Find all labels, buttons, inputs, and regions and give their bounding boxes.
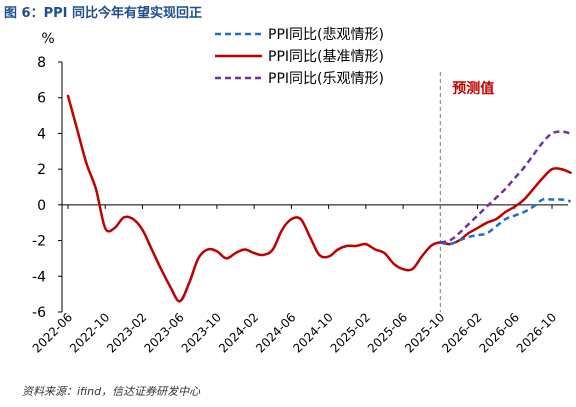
x-tick-label: 2024-10: [290, 310, 335, 355]
y-tick-label: -6: [32, 305, 46, 321]
legend-label: PPI同比(悲观情形): [268, 26, 384, 43]
y-axis-label: %: [41, 31, 54, 47]
x-tick-label: 2022-10: [67, 310, 112, 355]
x-tick-label: 2024-06: [253, 310, 298, 355]
y-tick-label: 2: [37, 162, 46, 178]
x-tick-label: 2024-02: [216, 310, 261, 355]
y-tick-label: 4: [37, 126, 46, 142]
legend: PPI同比(悲观情形) PPI同比(基准情形) PPI同比(乐观情形): [215, 26, 384, 87]
x-tick-label: 2026-02: [439, 310, 484, 355]
y-tick-label: -2: [32, 234, 46, 250]
source-note: 资料来源：ifind，信达证券研发中心: [22, 385, 201, 398]
x-tick-label: 2023-10: [179, 310, 224, 355]
y-tick-label: -4: [32, 269, 46, 285]
y-tick-label: 8: [37, 55, 46, 71]
forecast-label: 预测值: [452, 80, 494, 97]
y-tick-label: 6: [37, 91, 46, 107]
x-tick-label: 2025-10: [402, 310, 447, 355]
figure-title: 图 6：PPI 同比今年有望实现回正: [4, 6, 202, 21]
series-layer: [66, 94, 572, 303]
forecast-marker: 预测值: [439, 72, 494, 312]
legend-label: PPI同比(乐观情形): [268, 71, 384, 87]
x-tick-label: 2025-02: [328, 310, 373, 355]
x-tick-label: 2023-06: [141, 310, 186, 355]
legend-label: PPI同比(基准情形): [268, 48, 384, 65]
series-line-baseline: [66, 94, 572, 303]
series-line-optimistic: [440, 130, 571, 244]
y-tick-label: 0: [37, 198, 46, 214]
series-line-pessimistic: [440, 197, 571, 246]
x-tick-label: 2026-10: [514, 310, 559, 355]
x-tick-label: 2026-06: [477, 310, 522, 355]
x-tick-label: 2023-02: [104, 310, 149, 355]
x-tick-label: 2025-06: [365, 310, 410, 355]
